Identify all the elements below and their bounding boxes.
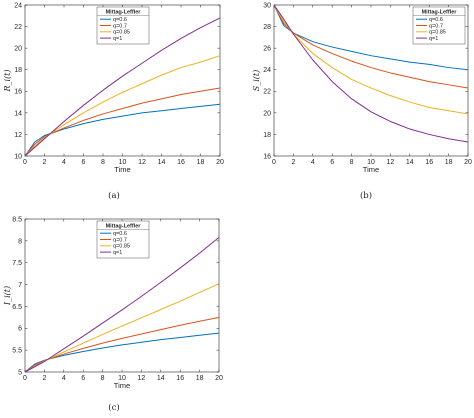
- y-axis-label: I_i(t): [3, 286, 12, 306]
- x-tick-label: 16: [425, 159, 433, 166]
- x-tick-label: 18: [197, 159, 205, 166]
- legend-entry: q=0.6: [113, 17, 127, 23]
- x-tick-label: 8: [350, 159, 354, 166]
- x-tick-label: 10: [367, 159, 375, 166]
- x-tick-label: 16: [177, 159, 185, 166]
- x-tick-label: 0: [23, 159, 27, 166]
- legend-title: Mittag-Leffler: [422, 10, 458, 16]
- panel-caption: (b): [360, 190, 372, 201]
- x-tick-label: 18: [445, 159, 453, 166]
- y-tick-label: 22: [14, 24, 22, 31]
- legend-entry: q=0.85: [113, 30, 130, 36]
- y-tick-label: 28: [263, 24, 271, 31]
- legend-entry: q=1: [113, 36, 122, 42]
- legend-title: Mittag-Leffler: [106, 10, 142, 16]
- y-tick-label: 8.5: [12, 216, 22, 223]
- y-axis-label: R_i(t): [3, 69, 12, 92]
- x-tick-label: 12: [387, 159, 395, 166]
- x-tick-label: 4: [62, 159, 66, 166]
- y-tick-label: 24: [14, 2, 22, 9]
- legend-entry: q=0.6: [429, 17, 443, 23]
- y-axis-label: S_i(t): [252, 70, 261, 92]
- panel-caption: (c): [108, 402, 119, 413]
- y-tick-label: 10: [14, 153, 22, 160]
- y-tick-label: 16: [263, 153, 271, 160]
- legend-entry: q=1: [113, 250, 122, 256]
- x-tick-label: 16: [176, 375, 184, 382]
- y-tick-label: 5.5: [12, 348, 22, 355]
- x-tick-label: 20: [216, 159, 224, 166]
- x-tick-label: 6: [82, 159, 86, 166]
- x-tick-label: 20: [215, 375, 223, 382]
- y-tick-label: 18: [14, 67, 22, 74]
- x-tick-label: 2: [42, 375, 46, 382]
- series-line-q-0-7: [24, 316, 220, 373]
- y-tick-label: 8: [18, 238, 22, 245]
- y-tick-label: 5: [18, 369, 22, 376]
- x-tick-label: 14: [406, 159, 414, 166]
- y-tick-label: 6.5: [12, 304, 22, 311]
- legend-entry: q=0.85: [113, 244, 130, 250]
- y-tick-label: 12: [14, 132, 22, 139]
- chart-panel-a: 0 2 4 6 8 10 12 14 16 18 201012141618202224TimeR_i…: [3, 2, 224, 201]
- y-tick-label: 6: [18, 326, 22, 333]
- y-tick-label: 20: [14, 46, 22, 53]
- x-tick-label: 2: [291, 159, 295, 166]
- x-tick-label: 8: [101, 375, 105, 382]
- legend-entry: q=0.6: [113, 231, 127, 237]
- series-line-q-0-7: [24, 87, 221, 157]
- x-tick-label: 10: [119, 159, 127, 166]
- legend-entry: q=0.7: [429, 23, 443, 29]
- legend-entry: q=1: [429, 36, 438, 42]
- x-tick-label: 6: [330, 159, 334, 166]
- y-tick-label: 20: [263, 110, 271, 117]
- y-tick-label: 24: [263, 67, 271, 74]
- x-tick-label: 2: [43, 159, 47, 166]
- x-axis-label: Time: [363, 165, 379, 174]
- x-tick-label: 8: [101, 159, 105, 166]
- legend-entry: q=0.7: [113, 237, 127, 243]
- panel-caption: (a): [108, 190, 120, 201]
- x-tick-label: 14: [158, 159, 166, 166]
- y-tick-label: 22: [263, 89, 271, 96]
- x-tick-label: 18: [196, 375, 204, 382]
- x-tick-label: 4: [62, 375, 66, 382]
- x-tick-label: 12: [138, 375, 146, 382]
- chart-panel-b: 0 2 4 6 8 10 12 14 16 18 201618202224262830TimeS_i…: [252, 2, 472, 201]
- y-tick-label: 30: [263, 2, 271, 9]
- x-tick-label: 14: [157, 375, 165, 382]
- y-tick-label: 14: [14, 110, 22, 117]
- x-axis-label: Time: [114, 381, 130, 390]
- series-line-q-1: [273, 4, 469, 143]
- y-tick-label: 18: [263, 132, 271, 139]
- y-tick-label: 7.5: [12, 260, 22, 267]
- series-line-q-1: [24, 236, 220, 373]
- x-tick-label: 0: [23, 375, 27, 382]
- y-tick-label: 26: [263, 46, 271, 53]
- x-tick-label: 10: [118, 375, 126, 382]
- legend-entry: q=0.7: [113, 23, 127, 29]
- legend-title: Mittag-Leffler: [106, 224, 142, 230]
- y-tick-label: 7: [18, 282, 22, 289]
- y-tick-label: 16: [14, 89, 22, 96]
- x-tick-label: 12: [138, 159, 146, 166]
- series-line-q-1: [24, 17, 221, 157]
- x-tick-label: 6: [81, 375, 85, 382]
- series-line-q-0-6: [24, 103, 221, 157]
- x-axis-label: Time: [114, 165, 130, 174]
- series-line-q-0-85: [24, 55, 221, 157]
- legend-entry: q=0.85: [429, 30, 446, 36]
- chart-panel-c: 0 2 4 6 8 10 12 14 16 18 20 5 5.5 6 6.5 7 7.5 8 8.5 Time I_i…: [3, 216, 223, 413]
- x-tick-label: 20: [464, 159, 472, 166]
- x-tick-label: 4: [311, 159, 315, 166]
- x-tick-label: 0: [272, 159, 276, 166]
